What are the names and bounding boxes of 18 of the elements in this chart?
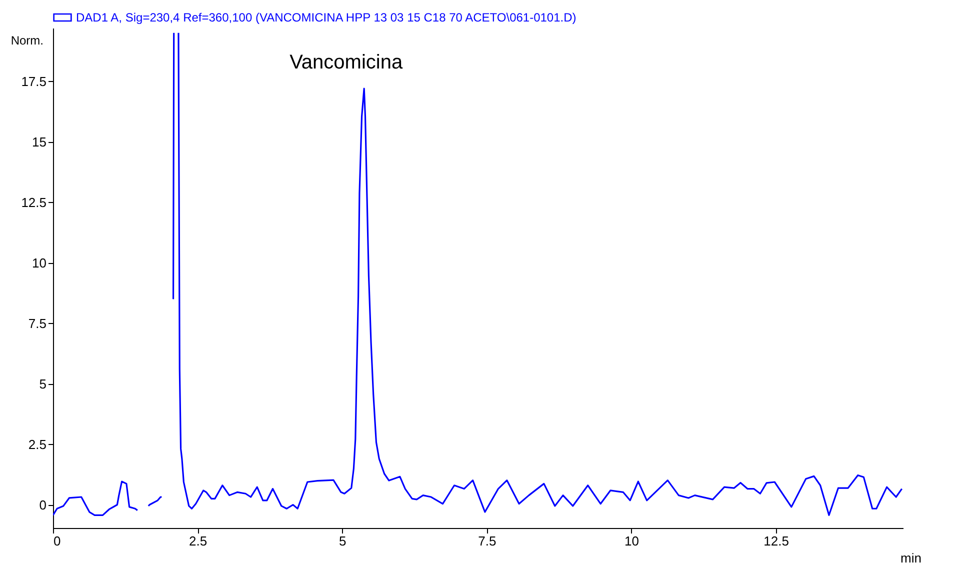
y-tick-label: 10	[32, 255, 46, 270]
y-tick-label: 7.5	[28, 316, 46, 331]
x-tick-label: 10	[624, 534, 639, 548]
annotation: Vancomicina	[290, 52, 404, 74]
y-tick-label: 12.5	[21, 194, 46, 210]
x-tick-label: 5	[339, 534, 346, 548]
x-tick-label: 7.5	[478, 534, 496, 548]
y-tick-label: 2.5	[28, 436, 46, 452]
y-tick-label: 17.5	[21, 74, 46, 89]
x-tick-label: 0	[54, 534, 61, 548]
x-axis-title: min	[900, 550, 922, 566]
y-tick-label: 0	[39, 498, 46, 512]
y-tick-label: 15	[32, 134, 46, 150]
x-tick-label: 2.5	[189, 534, 208, 548]
legend-label: DAD1 A, Sig=230,4 Ref=360,100 (VANCOMICINA HPP 13 03 15 C18 70 ACETO\061-0101.D)	[76, 10, 576, 24]
x-tick-label: 12.5	[764, 534, 789, 548]
y-axis-title: Norm.	[10, 34, 44, 48]
y-tick-label: 5	[39, 376, 46, 392]
